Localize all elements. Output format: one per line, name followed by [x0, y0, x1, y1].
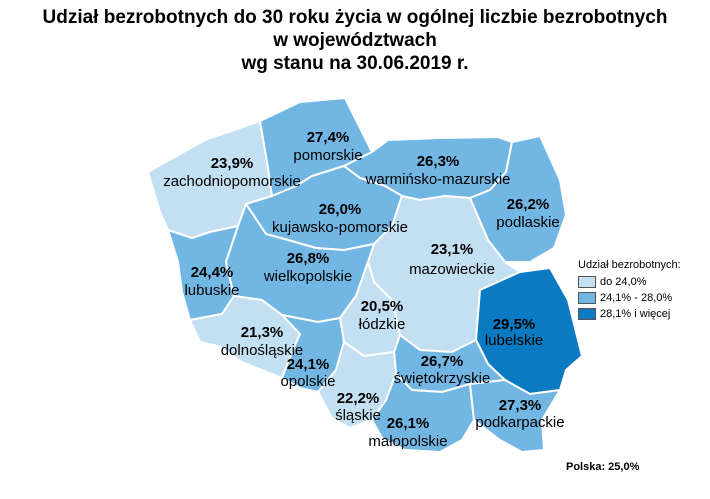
- value-label-mazowieckie: 23,1%: [431, 241, 474, 258]
- value-label-swietokrzyskie: 26,7%: [421, 353, 464, 370]
- region-label-mazowieckie: mazowieckie: [409, 261, 495, 278]
- title-line-3: wg stanu na 30.06.2019 r.: [241, 53, 469, 74]
- value-label-warminsko-mazurskie: 26,3%: [417, 153, 460, 170]
- map-legend: Udział bezrobotnych: do 24,0% 24,1% - 28,…: [578, 258, 681, 322]
- value-label-wielkopolskie: 26,8%: [287, 250, 330, 267]
- region-label-dolnoslaskie: dolnośląskie: [221, 342, 304, 359]
- region-label-zachodniopomorskie: zachodniopomorskie: [163, 173, 301, 190]
- value-label-opolskie: 24,1%: [287, 356, 330, 373]
- legend-swatch: [578, 276, 596, 288]
- legend-item: do 24,0%: [578, 274, 681, 290]
- region-label-lodzkie: łódzkie: [359, 316, 406, 333]
- region-label-lubuskie: lubuskie: [184, 282, 239, 299]
- region-label-opolskie: opolskie: [280, 373, 335, 390]
- value-label-lubuskie: 24,4%: [191, 264, 234, 281]
- value-label-dolnoslaskie: 21,3%: [241, 324, 284, 341]
- region-label-lubelskie: lubelskie: [485, 332, 543, 349]
- value-label-podlaskie: 26,2%: [507, 196, 550, 213]
- value-label-lodzkie: 20,5%: [361, 298, 404, 315]
- region-label-malopolskie: małopolskie: [368, 433, 447, 450]
- region-label-warminsko-mazurskie: warmińsko-mazurskie: [364, 171, 510, 188]
- legend-title: Udział bezrobotnych:: [578, 259, 681, 271]
- region-label-slaskie: śląskie: [335, 407, 381, 424]
- national-average: Polska: 25,0%: [566, 461, 640, 473]
- legend-swatch: [578, 292, 596, 304]
- value-label-pomorskie: 27,4%: [307, 129, 350, 146]
- legend-swatch: [578, 308, 596, 320]
- value-label-zachodniopomorskie: 23,9%: [211, 155, 254, 172]
- region-label-podkarpackie: podkarpackie: [475, 414, 564, 431]
- legend-label: do 24,0%: [600, 276, 647, 288]
- legend-item: 28,1% i więcej: [578, 306, 681, 322]
- region-podkarpackie[interactable]: [469, 379, 561, 453]
- region-podlaskie[interactable]: [469, 135, 567, 263]
- title-line-2: w województwach: [273, 30, 437, 51]
- region-label-swietokrzyskie: świętokrzyskie: [394, 370, 491, 387]
- region-label-podlaskie: podlaskie: [496, 214, 559, 231]
- legend-label: 24,1% - 28,0%: [600, 292, 673, 304]
- region-malopolskie[interactable]: [371, 373, 475, 453]
- legend-label: 28,1% i więcej: [600, 308, 671, 320]
- value-label-malopolskie: 26,1%: [387, 415, 430, 432]
- value-label-kujawsko-pomorskie: 26,0%: [319, 201, 362, 218]
- value-label-slaskie: 22,2%: [337, 390, 380, 407]
- region-label-kujawsko-pomorskie: kujawsko-pomorskie: [272, 219, 408, 236]
- value-label-podkarpackie: 27,3%: [499, 397, 542, 414]
- map-title: Udział bezrobotnych do 30 roku życia w o…: [0, 6, 710, 75]
- region-label-wielkopolskie: wielkopolskie: [263, 268, 352, 285]
- title-line-1: Udział bezrobotnych do 30 roku życia w o…: [42, 7, 668, 28]
- value-label-lubelskie: 29,5%: [493, 316, 536, 333]
- legend-item: 24,1% - 28,0%: [578, 290, 681, 306]
- region-label-pomorskie: pomorskie: [293, 147, 362, 164]
